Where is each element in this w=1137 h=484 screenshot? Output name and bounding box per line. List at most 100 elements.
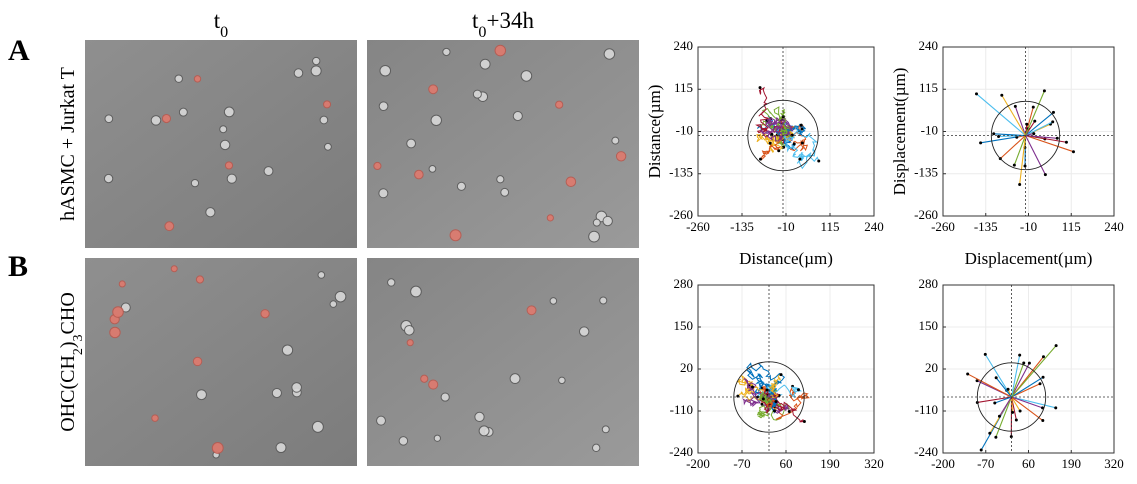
displacement-vector (1024, 90, 1045, 136)
cell (430, 114, 442, 127)
cell (442, 47, 451, 57)
end-point (992, 132, 996, 136)
cell (520, 70, 533, 82)
displacement-vector (1011, 362, 1030, 398)
cell (334, 290, 347, 303)
end-point (1071, 150, 1075, 154)
cell (150, 115, 162, 126)
displacement-vector (1013, 135, 1027, 166)
displacement-vector (1019, 135, 1027, 185)
x-tick-label: 320 (864, 456, 884, 471)
track (767, 386, 810, 420)
x-axis-label: Displacement(µm) (965, 249, 1093, 268)
cell (479, 58, 491, 70)
end-point (1025, 122, 1029, 126)
end-point (1041, 355, 1045, 359)
cell (403, 324, 415, 336)
y-tick-label: 150 (919, 318, 939, 333)
end-point (768, 141, 772, 145)
cell (224, 161, 234, 170)
y-tick-label: -260 (669, 207, 693, 222)
cell (549, 297, 558, 305)
end-point (1051, 110, 1055, 114)
end-point (994, 435, 998, 439)
end-point (1012, 163, 1016, 167)
end-point (1033, 119, 1037, 123)
displacement-vector (998, 396, 1012, 417)
cell (190, 179, 200, 188)
end-point (1018, 182, 1022, 186)
cell (558, 376, 566, 385)
y-tick-label: 280 (919, 276, 939, 291)
cell (192, 356, 203, 367)
displacement-vector (994, 396, 1012, 404)
column-header-part: 0 (220, 24, 228, 41)
end-point (1041, 419, 1045, 423)
column-header: t0+34h (472, 8, 534, 41)
end-point (761, 397, 765, 401)
end-point (792, 142, 796, 146)
cell (592, 218, 601, 227)
end-point (1041, 375, 1045, 379)
end-point (1032, 132, 1036, 136)
x-tick-label: -260 (686, 219, 710, 234)
end-point (966, 372, 970, 376)
axes-box (942, 46, 1115, 217)
x-tick-label: 60 (780, 456, 793, 471)
end-point (756, 395, 760, 399)
cell (420, 374, 429, 383)
cell (406, 339, 414, 347)
displacement-vector (1010, 354, 1021, 398)
end-point (777, 149, 781, 153)
end-point (974, 92, 978, 96)
displacement-vector (977, 396, 1012, 403)
row-label-part: OHC(CH (57, 355, 79, 432)
row-label: hASMC + Jurkat T (57, 67, 79, 221)
cell (599, 296, 608, 305)
cell (578, 326, 590, 337)
cell (494, 44, 507, 57)
end-point (1014, 418, 1018, 422)
cell (219, 125, 228, 134)
x-tick-label: -135 (974, 219, 998, 234)
end-point (997, 414, 1001, 418)
end-point (993, 401, 997, 405)
track (781, 132, 805, 162)
cell (588, 230, 600, 243)
displacement-vector (999, 135, 1026, 160)
displacement-vector (1025, 134, 1074, 153)
track (768, 374, 782, 399)
displacement-vector (1014, 106, 1027, 136)
cell (478, 425, 490, 437)
end-point (1054, 344, 1058, 348)
end-point (800, 141, 804, 145)
cell (602, 215, 613, 227)
cell (178, 107, 188, 117)
row-label-part: CHO (57, 292, 79, 334)
micrograph (367, 258, 639, 466)
track (768, 390, 778, 415)
cell (109, 326, 121, 339)
axes-box (697, 284, 875, 454)
end-point (988, 431, 992, 435)
displacement-vector (1001, 94, 1026, 136)
cell (271, 387, 282, 399)
displacement-vector (995, 377, 1012, 398)
row-label: OHC(CH2)3CHO (57, 292, 86, 432)
x-tick-label: 240 (1104, 219, 1124, 234)
cell (398, 436, 409, 446)
displacement-vector (1024, 106, 1034, 136)
y-tick-label: 20 (925, 360, 938, 375)
column-header-part: t (472, 8, 479, 33)
cell (196, 389, 207, 401)
cell (310, 65, 322, 77)
cell (193, 75, 202, 83)
displacement-vector (1025, 111, 1054, 136)
end-point (1051, 120, 1055, 124)
micrograph (85, 258, 357, 466)
displacement-vector (1025, 121, 1053, 136)
end-point (1015, 135, 1019, 139)
displacement-vector (976, 93, 1026, 136)
x-tick-label: -10 (1020, 219, 1037, 234)
